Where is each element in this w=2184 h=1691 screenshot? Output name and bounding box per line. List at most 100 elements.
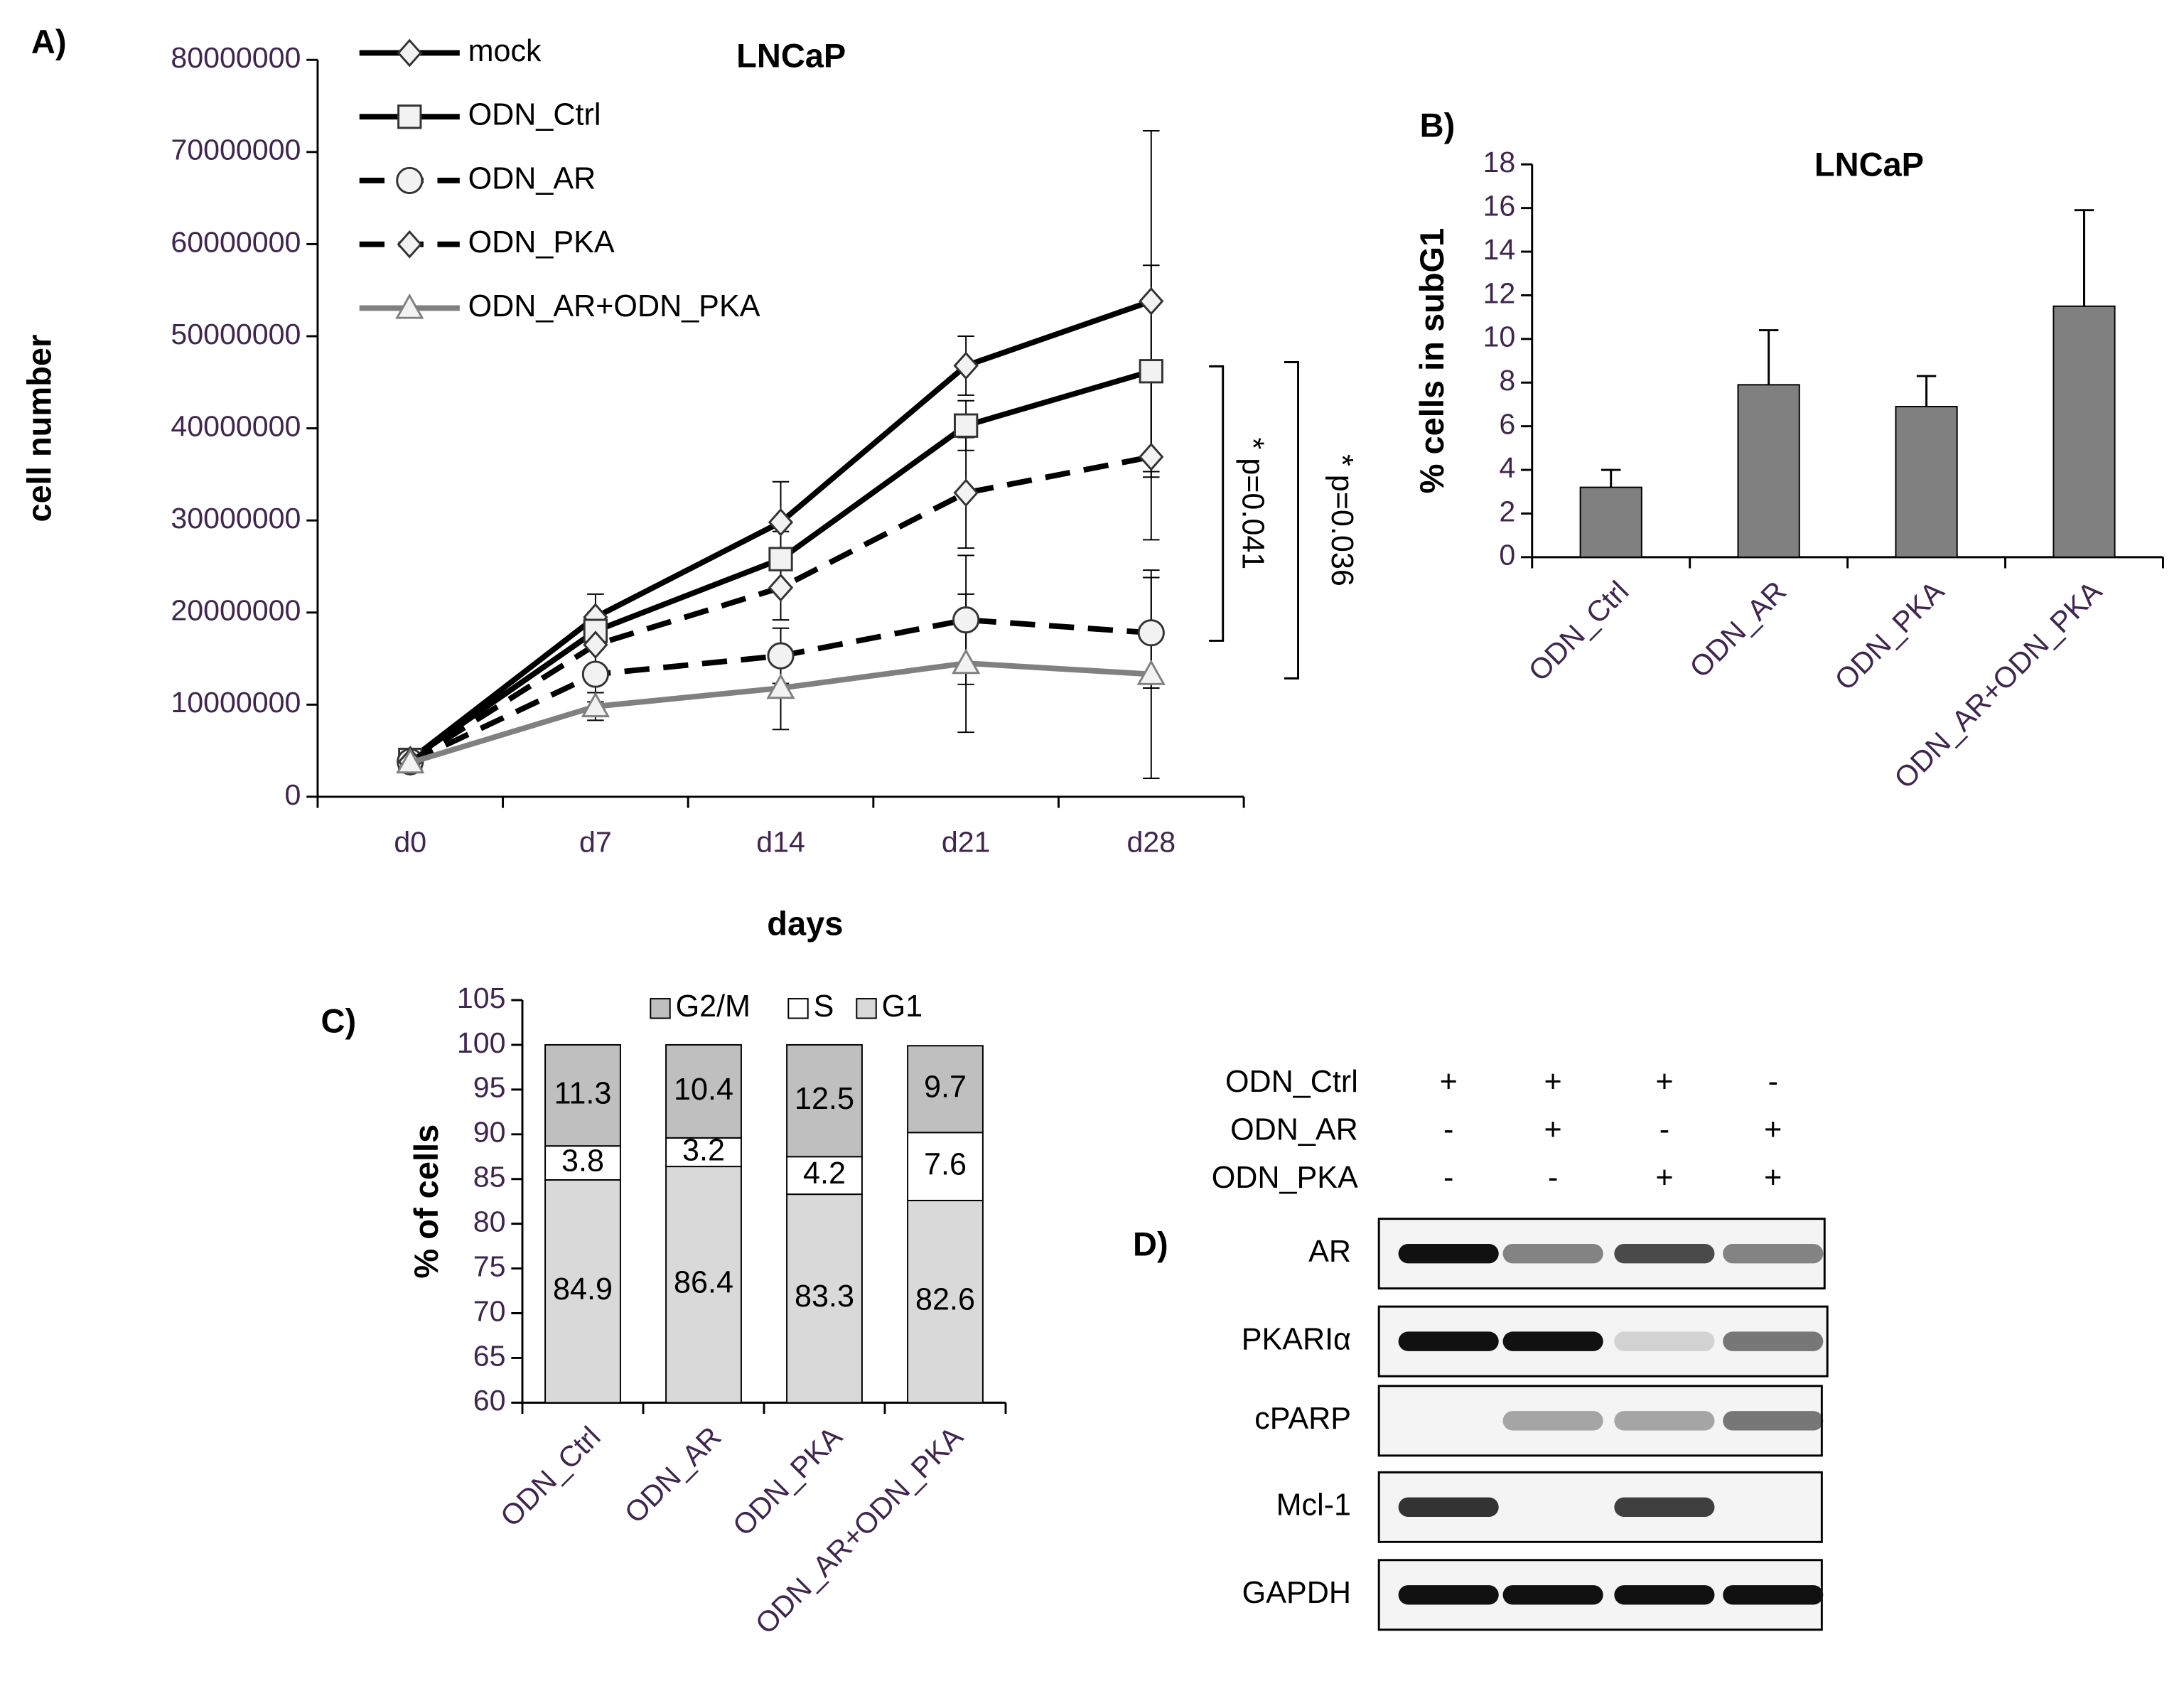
blot-band <box>1723 1243 1824 1264</box>
bar-segment <box>907 1199 984 1404</box>
y-tick-label: 2 <box>1499 495 1515 527</box>
y-tick-label: 80000000 <box>171 41 301 74</box>
y-tick-label: 10 <box>1483 321 1515 353</box>
point <box>952 648 981 675</box>
x-tick-label: d0 <box>394 825 426 858</box>
chart-title: LNCaP <box>1814 146 1924 183</box>
panel-label: B) <box>1420 107 1456 144</box>
bar-segment <box>786 1156 863 1196</box>
y-axis-label: cell number <box>20 335 58 522</box>
legend-marker <box>395 293 424 319</box>
annotation: * p=0.041 <box>1236 438 1270 570</box>
x-tick-label: d7 <box>579 825 612 858</box>
point <box>396 748 425 774</box>
condition-mark: + <box>1440 1065 1458 1099</box>
condition-mark: + <box>1544 1113 1562 1147</box>
data-label: 4.2 <box>803 1156 846 1191</box>
legend-label: G2/M <box>676 989 751 1024</box>
bar-segment <box>544 1145 621 1181</box>
bracket <box>1284 361 1299 680</box>
y-tick-label: 6 <box>1499 408 1515 441</box>
bar-segment <box>544 1179 621 1404</box>
blot-band <box>1502 1411 1603 1431</box>
bar-segment <box>665 1166 742 1404</box>
legend-marker <box>396 166 424 195</box>
point <box>1136 659 1166 685</box>
blot-band <box>1398 1331 1499 1351</box>
x-tick-label: ODN_Ctrl <box>494 1420 607 1533</box>
y-tick-label: 50000000 <box>171 318 301 350</box>
bar-segment <box>544 1043 621 1147</box>
blot-band <box>1614 1243 1715 1264</box>
blot-band <box>1398 1243 1499 1264</box>
x-tick-label: ODN_PKA <box>726 1420 849 1542</box>
legend-swatch <box>650 998 671 1019</box>
point <box>767 642 795 670</box>
point <box>1137 619 1165 647</box>
y-tick-label: 12 <box>1483 277 1515 309</box>
bar <box>1895 406 1958 558</box>
blot-band <box>1723 1331 1824 1351</box>
y-tick-label: 60 <box>473 1384 506 1417</box>
point <box>768 547 793 571</box>
y-tick-label: 0 <box>285 778 301 811</box>
point <box>952 606 980 634</box>
y-axis-label: % of cells <box>407 1124 445 1279</box>
band-label: PKARIα <box>1242 1323 1351 1357</box>
panel-label: C) <box>321 1002 357 1040</box>
legend-label: S <box>814 989 834 1024</box>
y-tick-label: 0 <box>1499 539 1515 571</box>
condition-mark: - <box>1659 1113 1669 1147</box>
y-tick-label: 16 <box>1483 190 1515 222</box>
data-label: 11.3 <box>554 1076 612 1110</box>
chart-title: LNCaP <box>736 37 846 75</box>
x-tick-label: ODN_AR <box>618 1420 728 1530</box>
point <box>954 413 979 438</box>
legend-label: ODN_Ctrl <box>468 98 601 132</box>
condition-mark: + <box>1655 1161 1673 1195</box>
panel-label: A) <box>31 23 67 60</box>
x-tick-label: d21 <box>942 825 991 858</box>
bracket <box>1209 365 1225 642</box>
y-tick-label: 8 <box>1499 364 1515 397</box>
band-label: cPARP <box>1254 1402 1351 1436</box>
band-label: GAPDH <box>1242 1576 1351 1610</box>
blot-band <box>1398 1497 1499 1518</box>
bar <box>1579 486 1642 558</box>
point <box>583 630 608 659</box>
condition-mark: - <box>1548 1161 1558 1195</box>
bar-segment <box>665 1043 742 1139</box>
legend-marker <box>397 104 422 129</box>
legend-marker <box>397 38 422 68</box>
condition-mark: + <box>1764 1161 1782 1195</box>
x-tick-label: d14 <box>756 825 805 858</box>
annotation: * p=0.036 <box>1325 454 1359 586</box>
blot-band <box>1502 1331 1603 1351</box>
point <box>953 351 979 380</box>
y-tick-label: 30000000 <box>171 502 301 535</box>
point <box>581 660 609 688</box>
blot-band <box>1614 1411 1715 1431</box>
y-tick-label: 85 <box>473 1161 506 1193</box>
point <box>766 673 795 699</box>
band-label: Mcl-1 <box>1276 1488 1351 1523</box>
blot-band <box>1502 1585 1603 1605</box>
y-tick-label: 105 <box>457 982 506 1014</box>
legend-swatch <box>856 998 877 1019</box>
y-tick-label: 95 <box>473 1071 506 1104</box>
condition-mark: + <box>1764 1113 1782 1147</box>
legend-label: G1 <box>882 989 923 1024</box>
y-tick-label: 4 <box>1499 451 1515 484</box>
y-tick-label: 70000000 <box>171 134 301 166</box>
data-label: 9.7 <box>924 1070 967 1105</box>
y-tick-label: 10000000 <box>171 686 301 719</box>
legend-swatch <box>787 998 809 1019</box>
y-tick-label: 90 <box>473 1116 506 1149</box>
data-label: 84.9 <box>553 1272 613 1306</box>
data-label: 82.6 <box>915 1283 975 1317</box>
blot-band <box>1723 1585 1824 1605</box>
bar <box>2053 305 2116 558</box>
condition-label: ODN_AR <box>1230 1113 1358 1147</box>
blot-band <box>1502 1243 1603 1264</box>
